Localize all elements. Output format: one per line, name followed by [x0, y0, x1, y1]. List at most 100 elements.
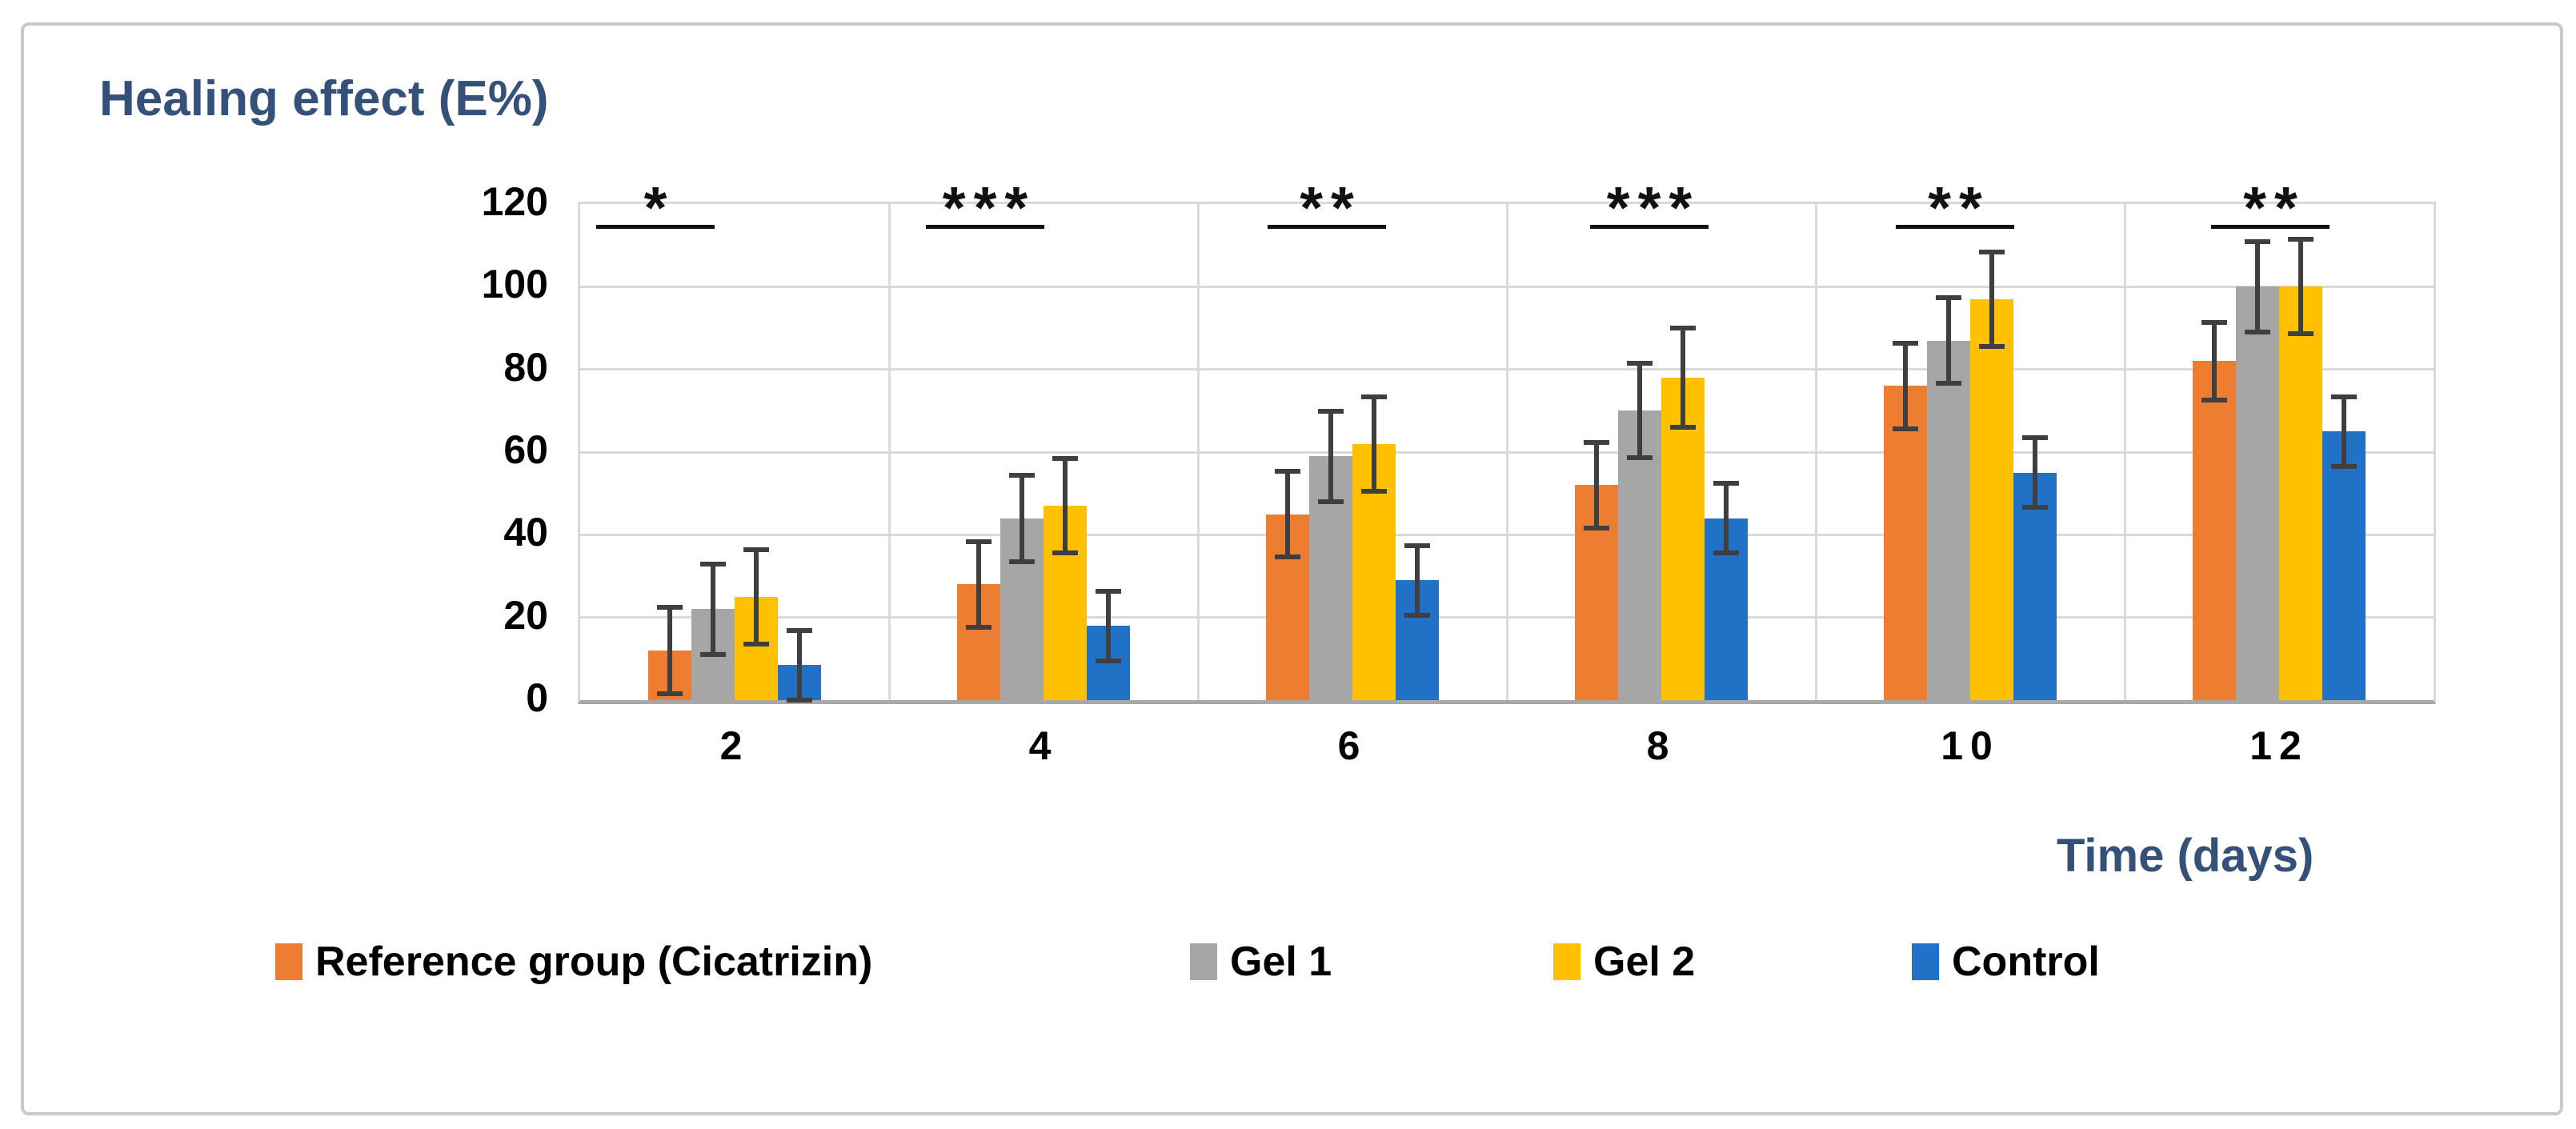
bar-reference-group-cicatrizin--day-8 — [1575, 439, 1618, 700]
significance-line-day-12 — [2211, 225, 2330, 229]
error-bar-cap-top — [1584, 439, 1609, 445]
error-bar-cap-top — [1275, 468, 1300, 474]
error-bar-cap-bottom — [1670, 424, 1696, 430]
error-bar-cap-top — [743, 546, 769, 552]
bar-reference-group-cicatrizin--day-12 — [2193, 319, 2236, 700]
error-bar — [2245, 238, 2270, 334]
error-bar-line — [1020, 472, 1024, 564]
error-bar-line — [1681, 326, 1685, 430]
error-bar-line — [1415, 542, 1420, 618]
category-separator — [1505, 204, 1508, 700]
error-bar-cap-bottom — [1979, 343, 2005, 349]
error-bar — [2331, 394, 2357, 469]
x-tick-label-4: 4 — [1028, 723, 1059, 768]
error-bar-cap-bottom — [2288, 331, 2314, 337]
error-bar-cap-top — [2022, 435, 2048, 441]
bar-cluster-day-12 — [2125, 237, 2434, 700]
error-bar-cap-bottom — [1096, 658, 1121, 663]
legend-swatch-control — [1912, 943, 1939, 980]
error-bar-line — [754, 546, 759, 647]
bar-cluster-day-10 — [1816, 249, 2125, 700]
category-separator — [1814, 204, 1817, 700]
legend-label-gel-2: Gel 2 — [1593, 939, 1696, 985]
error-bar — [1584, 439, 1609, 531]
error-bar-line — [1946, 294, 1951, 386]
error-bar — [1318, 408, 1344, 504]
error-bar-line — [1989, 249, 1994, 349]
error-bar-cap-bottom — [1713, 550, 1739, 556]
error-bar-line — [667, 605, 672, 696]
error-bar — [1979, 249, 2005, 349]
error-bar-cap-top — [1009, 472, 1035, 478]
bar-control-day-6 — [1396, 542, 1439, 700]
error-bar-line — [1063, 456, 1068, 556]
error-bar-cap-bottom — [2331, 463, 2357, 469]
error-bar-line — [2033, 435, 2037, 510]
legend-label-control: Control — [1952, 939, 2100, 985]
bar-gel-2-day-6 — [1352, 394, 1396, 700]
bar-reference-group-cicatrizin--day-10 — [1884, 340, 1927, 700]
x-tick-label-6: 6 — [1337, 723, 1368, 768]
significance-line-day-10 — [1896, 225, 2014, 229]
x-axis-title: Time (days) — [2057, 830, 2314, 882]
category-slot-6: ** 6 — [1196, 178, 1507, 768]
category-slot-12: ** 12 — [2123, 178, 2434, 768]
significance-line-day-4 — [926, 225, 1044, 229]
y-tick-label-40: 40 — [503, 510, 548, 555]
chart-title: Healing effect (E%) — [99, 71, 549, 126]
category-slot-10: ** 10 — [1814, 178, 2125, 768]
error-bar-cap-bottom — [1404, 612, 1430, 618]
error-bar-line — [1328, 408, 1333, 504]
error-bar-cap-bottom — [966, 625, 992, 631]
category-separator — [1196, 204, 1200, 700]
error-bar-cap-bottom — [743, 641, 769, 647]
error-bar — [1893, 340, 1918, 432]
error-bar-line — [711, 561, 715, 657]
error-bar — [2201, 319, 2227, 402]
error-bar-line — [2342, 394, 2346, 469]
error-bar — [1627, 361, 1653, 461]
legend-label-reference-group: Reference group (Cicatrizin) — [315, 939, 873, 985]
error-bar-cap-top — [2201, 319, 2227, 325]
bar-gel-1-day-6 — [1309, 408, 1352, 700]
error-bar-cap-bottom — [1052, 550, 1078, 556]
error-bar-cap-top — [1979, 249, 2005, 254]
bar-gel-1-day-10 — [1927, 294, 1970, 700]
bar-gel-2-day-4 — [1044, 456, 1087, 700]
legend-item-reference-group: Reference group (Cicatrizin) — [275, 939, 873, 985]
y-tick-label-20: 20 — [503, 592, 548, 638]
error-bar-cap-bottom — [657, 691, 683, 696]
error-bar — [2022, 435, 2048, 510]
error-bar — [2288, 237, 2314, 337]
error-bar — [1404, 542, 1430, 618]
error-bar-cap-top — [1096, 588, 1121, 594]
error-bar — [1096, 588, 1121, 663]
significance-line-day-8 — [1590, 225, 1709, 229]
error-bar-line — [1594, 439, 1599, 531]
error-bar-cap-bottom — [700, 651, 726, 657]
bar-reference-group-cicatrizin--day-6 — [1266, 468, 1309, 700]
y-tick-label-120: 120 — [481, 179, 548, 224]
legend-item-gel-1: Gel 1 — [1190, 939, 1332, 985]
bar-cluster-day-4 — [889, 456, 1198, 700]
category-slot-2: * 2 — [580, 178, 889, 768]
error-bar-cap-top — [2288, 237, 2314, 242]
error-bar-cap-top — [1670, 326, 1696, 331]
error-bar-cap-top — [1404, 542, 1430, 548]
error-bar-cap-top — [966, 538, 992, 544]
error-bar-line — [976, 538, 981, 631]
error-bar-cap-top — [1936, 294, 1961, 300]
error-bar-line — [1106, 588, 1111, 663]
error-bar-line — [2255, 238, 2260, 334]
error-bar-cap-bottom — [1009, 558, 1035, 564]
error-bar-line — [1903, 340, 1908, 432]
error-bar-cap-bottom — [1275, 554, 1300, 560]
error-bar-cap-top — [657, 605, 683, 611]
error-bar-cap-top — [1052, 456, 1078, 462]
y-tick-label-100: 100 — [481, 262, 548, 307]
error-bar-cap-bottom — [1936, 381, 1961, 386]
error-bar — [1361, 394, 1387, 494]
bar-gel-1-day-4 — [1000, 472, 1044, 700]
bar-gel-1-day-2 — [691, 561, 735, 700]
bar-cluster-day-2 — [580, 546, 889, 703]
